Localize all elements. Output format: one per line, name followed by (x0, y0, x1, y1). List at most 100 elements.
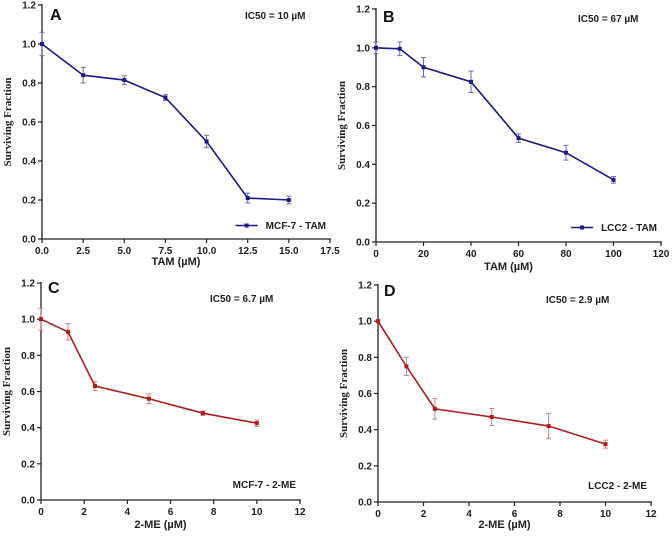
panel-a: 0.0 0.2 0.4 0.6 0.8 1.0 1.2 0.0 2.5 5.0 7.5 10.0 12.… (2, 1, 340, 269)
panel-c: 0.0 0.2 0.4 0.6 0.8 1.0 1.2 0 2 4 6 8 10 12 2-ME (µM) S… (1, 279, 306, 532)
x-axis-label: 2-ME (µM) (134, 519, 187, 531)
data-point (421, 65, 426, 70)
legend-marker (580, 225, 585, 230)
y-axis-label: Surviving Fraction (1, 347, 13, 436)
y-tick-label: 0.4 (22, 157, 36, 168)
x-tick-label: 8 (557, 509, 563, 520)
x-axis-label: TAM (µM) (152, 256, 201, 268)
x-tick-label: 4 (125, 507, 131, 518)
y-axis-label: Surviving Fraction (338, 349, 350, 438)
y-tick-label: 0.2 (22, 196, 36, 207)
x-tick-label: 100 (605, 249, 622, 260)
data-point (374, 45, 378, 50)
series-line (375, 47, 614, 181)
data-point (376, 319, 380, 324)
y-tick-label: 0.6 (356, 121, 370, 132)
data-point (469, 79, 473, 84)
x-tick-label: 17.5 (320, 246, 340, 257)
legend-marker (244, 223, 249, 228)
panel-b: 0.0 0.2 0.4 0.6 0.8 1.0 1.2 0 20 40 60 80 100 120 TAM … (336, 5, 670, 274)
x-tick-label: 12.5 (238, 246, 258, 257)
data-point (516, 136, 521, 141)
x-tick-label: 10.0 (197, 246, 217, 257)
y-tick-label: 1.2 (22, 1, 36, 12)
data-point (611, 177, 616, 182)
y-tick-label: 1.0 (22, 40, 36, 51)
y-tick-label: 0.8 (358, 353, 372, 364)
y-tick-label: 0.2 (21, 459, 35, 470)
series-line (377, 320, 606, 445)
y-tick-label: 0.6 (21, 387, 35, 398)
x-tick-label: 0 (375, 509, 381, 520)
y-tick-label: 1.0 (21, 315, 35, 326)
data-point (564, 150, 568, 155)
x-tick-label: 4 (466, 509, 472, 520)
data-point (286, 198, 291, 202)
panel-letter: D (384, 283, 396, 300)
y-tick-label: 0.2 (356, 199, 370, 210)
data-point (122, 78, 127, 83)
y-tick-label: 0.0 (21, 496, 35, 507)
y-axis-label: Surviving Fraction (2, 78, 14, 167)
x-tick-label: 20 (418, 249, 430, 260)
data-point (245, 196, 250, 201)
legend-label: LCC2 - 2-ME (588, 481, 647, 492)
y-tick-label: 0.4 (21, 423, 35, 434)
y-axis-label: Surviving Fraction (336, 81, 348, 170)
panel-letter: B (383, 9, 395, 26)
x-tick-label: 0 (38, 507, 44, 518)
y-tick-label: 0.0 (22, 235, 36, 246)
y-tick-label: 1.2 (21, 279, 35, 290)
x-tick-label: 10 (251, 507, 263, 518)
panel-letter: A (50, 7, 62, 24)
x-tick-label: 80 (560, 249, 572, 260)
data-point (200, 411, 205, 416)
x-tick-label: 2 (81, 507, 87, 518)
y-tick-label: 0.4 (356, 160, 370, 171)
x-tick-label: 15.0 (279, 246, 299, 257)
data-point (603, 442, 608, 447)
y-tick-label: 0.8 (21, 351, 35, 362)
x-tick-label: 6 (168, 507, 174, 518)
y-tick-label: 1.0 (358, 317, 372, 328)
data-point (432, 406, 437, 411)
ic50-annotation: IC50 = 6.7 µM (210, 294, 273, 305)
data-point (163, 95, 168, 100)
data-point (39, 317, 43, 322)
x-tick-label: 2 (421, 509, 427, 520)
y-tick-label: 1.0 (356, 43, 370, 54)
data-point (397, 46, 402, 51)
series-line (41, 43, 289, 201)
data-point (40, 42, 44, 46)
y-tick-label: 0.2 (358, 461, 372, 472)
data-point (204, 139, 209, 144)
panel-letter: C (48, 280, 60, 297)
x-tick-label: 120 (653, 249, 670, 260)
data-point (404, 364, 409, 369)
y-tick-label: 0.6 (22, 118, 36, 129)
x-tick-label: 0.0 (35, 246, 49, 257)
data-point (254, 421, 259, 426)
x-tick-label: 12 (294, 507, 306, 518)
data-point (146, 396, 151, 401)
x-tick-label: 5.0 (117, 246, 131, 257)
y-tick-label: 1.2 (356, 5, 370, 16)
x-tick-label: 6 (512, 509, 518, 520)
legend-label: MCF-7 - TAM (266, 221, 326, 232)
y-tick-label: 0.8 (356, 82, 370, 93)
x-tick-label: 60 (513, 249, 525, 260)
data-point (65, 329, 70, 334)
x-tick-label: 0 (373, 249, 379, 260)
y-tick-label: 0.0 (356, 238, 370, 249)
data-point (489, 415, 494, 420)
ic50-annotation: IC50 = 67 µM (578, 14, 639, 25)
y-tick-label: 1.2 (358, 281, 372, 292)
x-tick-label: 40 (465, 249, 477, 260)
x-tick-label: 2.5 (76, 246, 90, 257)
legend-label: MCF-7 - 2-ME (233, 480, 297, 491)
series-line (40, 318, 257, 424)
x-tick-label: 8 (211, 507, 217, 518)
y-tick-label: 0.0 (358, 498, 372, 509)
ic50-annotation: IC50 = 2.9 µM (546, 295, 609, 306)
